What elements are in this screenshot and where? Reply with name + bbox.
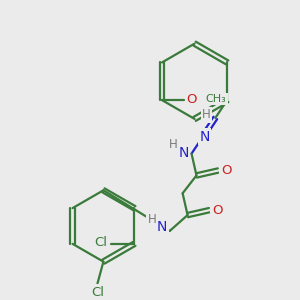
Text: O: O: [221, 164, 232, 177]
Text: N: N: [199, 130, 210, 144]
Text: O: O: [187, 93, 197, 106]
Text: N: N: [157, 220, 167, 234]
Text: N: N: [178, 146, 189, 160]
Text: CH₃: CH₃: [206, 94, 226, 104]
Text: Cl: Cl: [91, 286, 104, 299]
Text: H: H: [169, 138, 178, 151]
Text: O: O: [212, 204, 223, 217]
Text: H: H: [148, 212, 156, 226]
Text: Cl: Cl: [94, 236, 107, 249]
Text: H: H: [202, 109, 211, 122]
